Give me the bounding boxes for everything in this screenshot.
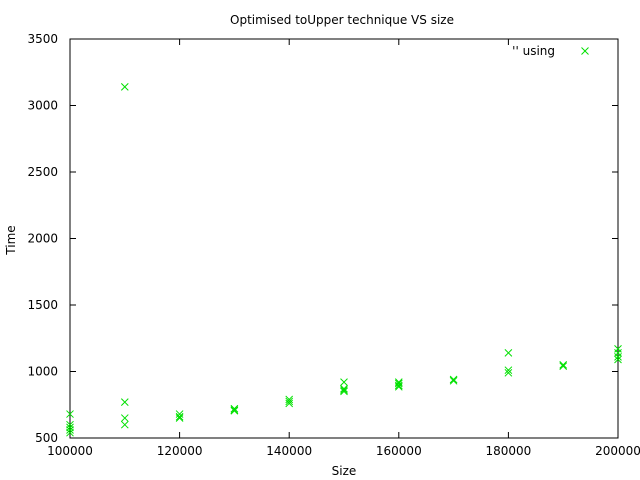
data-point [66,428,74,437]
data-point [559,360,568,369]
data-point [504,366,513,375]
data-point [120,420,129,429]
data-points [66,83,622,437]
data-point [66,410,74,418]
x-tick-label: 120000 [157,444,203,458]
data-point [559,362,568,371]
y-tick-label: 1500 [27,298,58,312]
data-point [504,349,513,357]
data-point [449,375,458,384]
data-point [285,397,294,406]
data-point [340,387,348,396]
y-tick-label: 1000 [27,365,58,379]
y-tick-label: 3000 [27,99,58,113]
data-point [175,412,184,421]
data-point [394,379,403,388]
data-point [340,378,348,386]
x-tick-label: 140000 [266,444,312,458]
data-point [230,404,239,413]
y-tick-label: 2500 [27,165,58,179]
data-point [614,353,622,361]
data-point [394,382,403,391]
data-point [120,414,129,422]
data-point [394,381,403,390]
legend-marker [581,47,589,55]
chart-title: Optimised toUpper technique VS size [230,13,454,27]
x-tick-label: 160000 [376,444,422,458]
x-tick-label: 200000 [595,444,640,458]
axis-ticks: 100000 120000 140000 160000 180000 200000 500 1… [27,32,640,458]
y-axis-title: Time [4,225,18,255]
data-point [175,414,184,422]
data-point [230,406,239,415]
x-axis-title: Size [332,464,357,478]
legend-marker-x [581,47,589,55]
legend-label: '' using [512,44,555,58]
data-point [340,386,348,394]
data-point [340,384,348,393]
data-point [120,398,129,406]
y-tick-label: 500 [35,431,58,445]
data-point [504,368,513,377]
data-point [614,355,622,364]
legend: '' using [512,44,589,58]
y-tick-label: 3500 [27,32,58,46]
y-tick-label: 2000 [27,232,58,246]
data-point [120,83,129,91]
data-point [66,426,74,434]
data-point [449,376,458,385]
plot-area-border [69,38,619,439]
data-point [285,399,294,408]
x-tick-label: 100000 [47,444,93,458]
x-tick-label: 180000 [485,444,531,458]
